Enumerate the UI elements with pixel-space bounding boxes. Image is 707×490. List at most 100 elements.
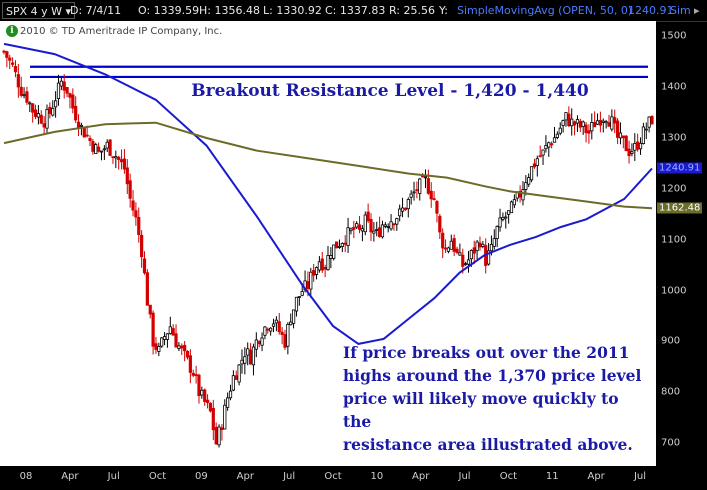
candle-body xyxy=(234,375,238,380)
candle-body xyxy=(378,227,382,237)
candle-body xyxy=(19,86,23,96)
candle-body xyxy=(54,100,58,108)
candle-body xyxy=(458,252,462,256)
candle-body xyxy=(575,119,580,124)
candle-body xyxy=(263,326,267,336)
x-tick-label: Oct xyxy=(148,471,167,482)
candle-body xyxy=(489,244,494,252)
candle-body xyxy=(323,267,327,270)
candle-body xyxy=(289,321,293,326)
candle-body xyxy=(527,177,531,185)
candle-body xyxy=(11,62,15,65)
candle-body xyxy=(194,374,198,377)
candle-body xyxy=(297,296,301,298)
candle-body xyxy=(291,309,296,324)
candle-body xyxy=(88,138,92,142)
candle-body xyxy=(329,255,333,259)
candle-body xyxy=(2,50,6,53)
candle-body xyxy=(309,271,313,290)
candle-body xyxy=(492,238,496,247)
candle-body xyxy=(421,175,425,178)
candle-body xyxy=(601,120,605,123)
candle-body xyxy=(435,201,439,214)
candle-body xyxy=(481,243,485,247)
candle-body xyxy=(168,326,172,334)
candle-body xyxy=(343,242,347,245)
y-tick-label: 700 xyxy=(661,437,681,449)
candle-body xyxy=(455,248,459,253)
candle-body xyxy=(211,407,215,431)
candle-body xyxy=(636,141,640,150)
candle-body xyxy=(335,241,339,249)
period-label: 4 y W xyxy=(30,5,63,18)
x-tick-label: Oct xyxy=(499,471,518,482)
candle-body xyxy=(246,348,250,356)
study-label[interactable]: SimpleMovingAvg (OPEN, 50, 0) xyxy=(457,4,633,17)
candle-body xyxy=(441,232,445,249)
candle-body xyxy=(228,390,233,399)
candle-body xyxy=(36,113,41,118)
x-tick-label: Jul xyxy=(107,471,120,482)
candle-body xyxy=(131,200,135,211)
candle-body xyxy=(383,224,387,227)
candle-body xyxy=(266,328,270,331)
candle-body xyxy=(432,198,436,201)
scroll-right-icon[interactable]: ▸ xyxy=(694,4,700,17)
candle-body xyxy=(567,113,571,127)
candle-body xyxy=(99,150,104,153)
candle-body xyxy=(74,105,78,121)
info-icon[interactable]: i xyxy=(6,25,18,37)
annotation-line: resistance area illustrated above. xyxy=(343,435,633,454)
candle-body xyxy=(91,141,95,152)
study-label-2[interactable]: Sim xyxy=(670,4,691,17)
candle-body xyxy=(254,339,258,350)
candle-body xyxy=(300,291,304,296)
candle-body xyxy=(274,319,278,324)
candle-body xyxy=(449,240,453,250)
chart-svg xyxy=(2,42,654,448)
candle-body xyxy=(638,142,643,150)
candle-body xyxy=(644,128,648,131)
candle-body xyxy=(452,238,456,252)
candle-body xyxy=(564,112,568,121)
candle-body xyxy=(177,345,181,349)
candle-body xyxy=(590,122,594,132)
candle-body xyxy=(217,426,221,446)
candle-body xyxy=(618,132,623,139)
candle-body xyxy=(51,108,55,116)
candle-body xyxy=(558,127,562,134)
candle-body xyxy=(200,389,204,396)
candle-body xyxy=(243,356,247,364)
candle-body xyxy=(598,119,602,126)
candle-body xyxy=(535,158,539,166)
moving-average-line xyxy=(3,121,653,210)
date-readout: D: 7/4/11 xyxy=(70,4,122,17)
candle-body xyxy=(134,210,138,218)
candle-body xyxy=(71,94,75,109)
candle-body xyxy=(418,178,422,194)
candle-body xyxy=(547,142,551,148)
x-tick-label: 08 xyxy=(19,471,33,482)
symbol-field[interactable]: SPX 4 y W ▾ xyxy=(2,2,76,19)
candle-body xyxy=(269,327,273,332)
y-tick-label: 800 xyxy=(661,386,681,398)
candle-body xyxy=(429,190,433,200)
candle-body xyxy=(332,244,336,259)
candle-body xyxy=(504,216,508,219)
candle-body xyxy=(33,109,38,117)
candle-body xyxy=(521,189,525,201)
y-tick-label: 1200 xyxy=(661,183,687,195)
candle-body xyxy=(630,151,634,154)
candle-body xyxy=(409,193,413,198)
candle-body xyxy=(478,242,482,248)
chart-title: Breakout Resistance Level - 1,420 - 1,44… xyxy=(191,81,589,101)
y-tick-label: 1000 xyxy=(661,285,687,297)
low-readout: L: 1330.92 xyxy=(263,4,322,17)
candle-body xyxy=(541,149,545,156)
y-tick-label: 1400 xyxy=(661,81,687,93)
candle-body xyxy=(117,156,121,160)
candle-body xyxy=(277,321,281,333)
candle-body xyxy=(45,109,49,129)
candle-body xyxy=(578,120,582,128)
